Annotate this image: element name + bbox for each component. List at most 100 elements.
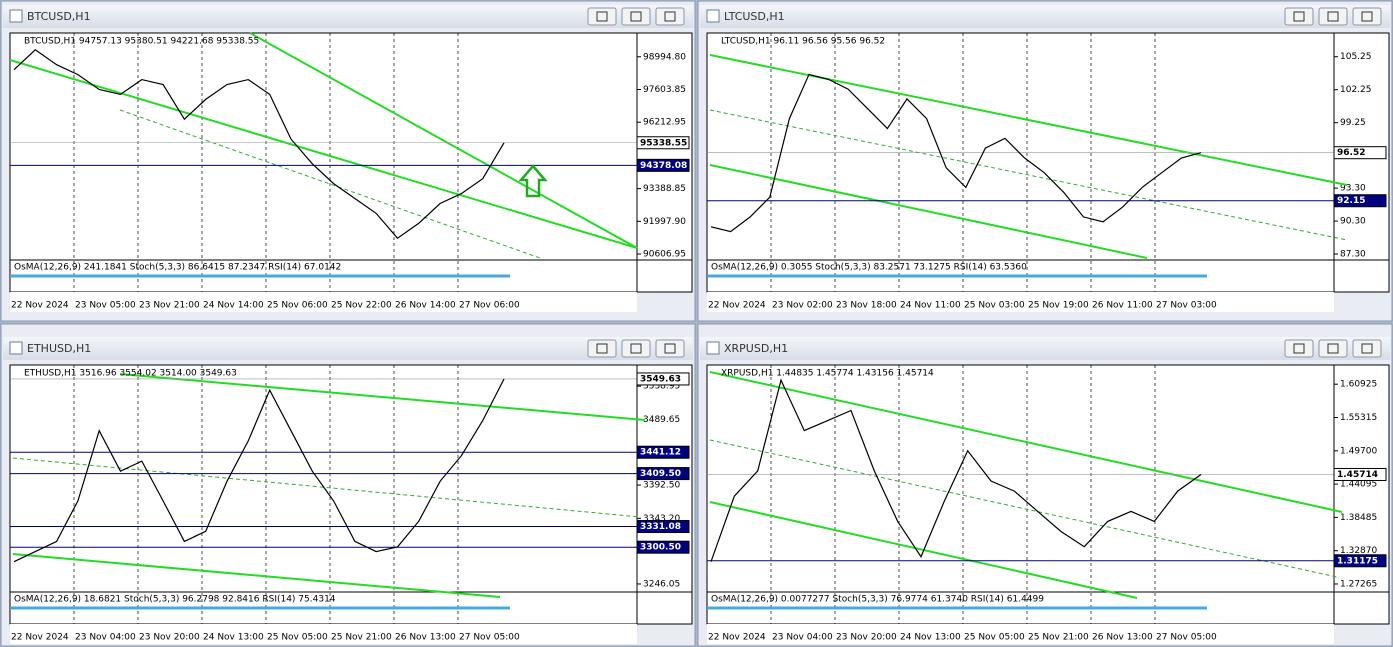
chart-header: BTCUSD,H1 94757.13 95380.51 94221.68 953… — [24, 37, 259, 47]
price-label: 102.25 — [1340, 85, 1372, 95]
window-icon — [9, 9, 23, 23]
minimize-glyph — [1293, 11, 1305, 22]
maximize-glyph — [1327, 343, 1339, 354]
time-label: 24 Nov 13:00 — [900, 633, 961, 643]
price-label: 1.60925 — [1340, 380, 1377, 390]
time-axis — [10, 292, 637, 312]
price-label: 91997.90 — [643, 217, 686, 227]
price-label: 3489.65 — [643, 415, 680, 425]
chart-window: ETHUSD,H1 22 Nov 2024 23 Nov 04:00 23 Nov 2… — [0, 323, 696, 647]
time-label: 22 Nov 2024 — [708, 633, 766, 643]
level-tag — [636, 467, 690, 481]
time-label: 25 Nov 05:00 — [267, 633, 328, 643]
close-button[interactable] — [1352, 339, 1382, 358]
window-title: LTCUSD,H1 — [724, 10, 785, 23]
trend-line — [709, 109, 1348, 241]
minimize-button[interactable] — [587, 7, 617, 26]
time-axis — [707, 624, 1334, 644]
trend-line — [119, 373, 646, 421]
maximize-button[interactable] — [1318, 7, 1348, 26]
close-button[interactable] — [1352, 7, 1382, 26]
level-tag — [636, 136, 690, 150]
price-line — [13, 49, 505, 240]
time-label: 25 Nov 19:00 — [1028, 301, 1089, 311]
window-icon — [9, 341, 23, 355]
minimize-button[interactable] — [1284, 7, 1314, 26]
price-label: 1.55315 — [1340, 413, 1377, 423]
time-label: 25 Nov 05:00 — [964, 633, 1025, 643]
indicator-label: OsMA(12,26,9) 241.1841 Stoch(5,3,3) 86.6… — [14, 263, 341, 273]
level-tag — [1333, 467, 1387, 481]
window-title: ETHUSD,H1 — [27, 342, 91, 355]
level-tag — [1333, 194, 1387, 208]
close-button[interactable] — [655, 7, 685, 26]
chart-header: LTCUSD,H1 96.11 96.56 95.56 96.52 — [721, 37, 885, 47]
maximize-button[interactable] — [621, 7, 651, 26]
minimize-button[interactable] — [587, 339, 617, 358]
minimize-glyph — [1293, 343, 1305, 354]
trend-line — [249, 32, 638, 249]
time-label: 25 Nov 06:00 — [267, 301, 328, 311]
maximize-glyph — [630, 11, 642, 22]
maximize-button[interactable] — [1318, 339, 1348, 358]
time-label: 23 Nov 20:00 — [836, 633, 897, 643]
title-bar — [700, 5, 1390, 28]
minimize-button[interactable] — [1284, 339, 1314, 358]
time-label: 23 Nov 04:00 — [772, 633, 833, 643]
minimize-glyph — [596, 11, 608, 22]
price-line — [710, 378, 1202, 562]
level-label: 94378.08 — [640, 161, 687, 171]
price-line — [710, 73, 1202, 233]
price-label: 90.30 — [1340, 217, 1366, 227]
level-label: 92.15 — [1337, 196, 1365, 206]
price-label: 1.38485 — [1340, 513, 1377, 523]
price-label: 99.25 — [1340, 118, 1366, 128]
trend-line — [709, 371, 1343, 513]
level-label: 3300.50 — [640, 543, 681, 553]
indicator-label: OsMA(12,26,9) 0.0077277 Stoch(5,3,3) 76.… — [711, 595, 1044, 605]
time-label: 24 Nov 13:00 — [203, 633, 264, 643]
close-glyph — [1361, 343, 1373, 354]
level-tag — [636, 372, 690, 386]
time-label: 23 Nov 05:00 — [75, 301, 136, 311]
level-label: 1.31175 — [1337, 556, 1378, 566]
price-axis — [636, 364, 693, 625]
time-label: 22 Nov 2024 — [11, 633, 69, 643]
level-tag — [636, 158, 690, 172]
level-label: 3409.50 — [640, 469, 681, 479]
time-label: 22 Nov 2024 — [708, 301, 766, 311]
time-label: 27 Nov 05:00 — [1156, 633, 1217, 643]
chart-header: ETHUSD,H1 3516.96 3554.02 3514.00 3549.6… — [24, 369, 237, 379]
time-label: 23 Nov 21:00 — [139, 301, 200, 311]
time-label: 27 Nov 06:00 — [459, 301, 520, 311]
plot-area — [9, 364, 638, 625]
time-axis — [10, 624, 637, 644]
close-glyph — [1361, 11, 1373, 22]
price-label: 3392.50 — [643, 481, 680, 491]
level-tag — [636, 520, 690, 534]
window-title: BTCUSD,H1 — [27, 10, 91, 23]
level-label: 3331.08 — [640, 522, 681, 532]
price-label: 97603.85 — [643, 85, 686, 95]
maximize-glyph — [1327, 11, 1339, 22]
price-label: 93388.85 — [643, 184, 686, 194]
time-label: 26 Nov 13:00 — [395, 633, 456, 643]
window-icon — [706, 9, 720, 23]
window-icon — [706, 341, 720, 355]
maximize-button[interactable] — [621, 339, 651, 358]
time-label: 25 Nov 03:00 — [964, 301, 1025, 311]
level-label: 96.52 — [1337, 148, 1365, 158]
price-label: 3343.20 — [643, 514, 680, 524]
close-button[interactable] — [655, 339, 685, 358]
price-label: 87.30 — [1340, 250, 1366, 260]
level-label: 3441.12 — [640, 448, 681, 458]
time-label: 25 Nov 22:00 — [331, 301, 392, 311]
minimize-glyph — [596, 343, 608, 354]
plot-area — [706, 364, 1335, 625]
time-label: 24 Nov 14:00 — [203, 301, 264, 311]
time-label: 27 Nov 03:00 — [1156, 301, 1217, 311]
price-label: 93.30 — [1340, 184, 1366, 194]
chart-header: XRPUSD,H1 1.44835 1.45774 1.43156 1.4571… — [721, 369, 934, 379]
trend-line — [12, 553, 501, 598]
